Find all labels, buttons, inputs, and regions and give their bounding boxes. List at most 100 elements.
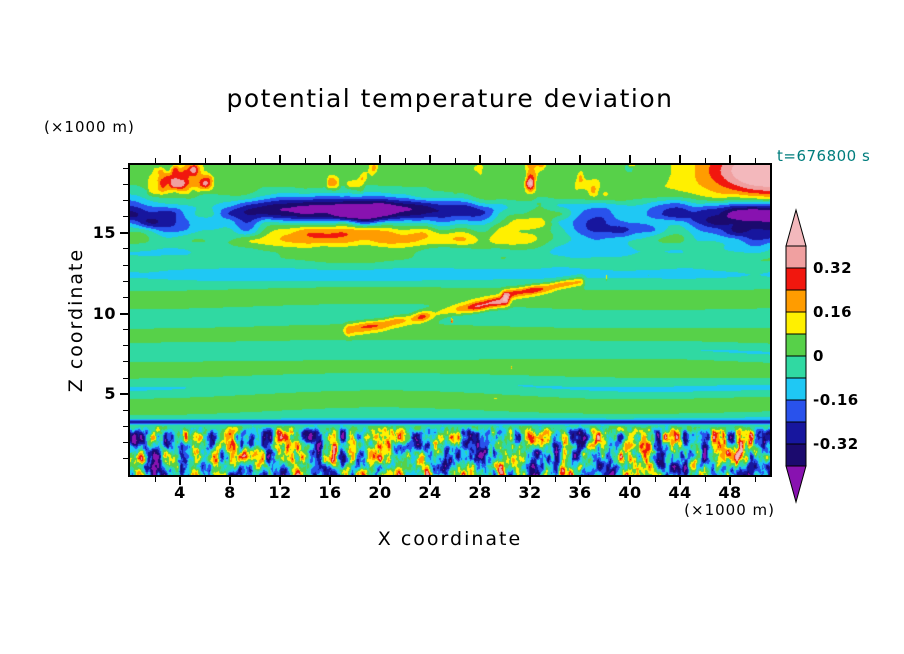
x-major-tick <box>529 477 531 485</box>
x-major-tick <box>179 477 181 485</box>
x-major-tick <box>629 477 631 485</box>
x-minor-tick <box>404 158 406 163</box>
x-minor-tick <box>554 158 556 163</box>
colorbar-tick-label: 0.16 <box>813 303 853 321</box>
z-minor-tick <box>123 296 128 298</box>
x-minor-tick <box>454 477 456 482</box>
x-minor-tick <box>254 158 256 163</box>
x-major-tick <box>229 155 231 163</box>
x-major-tick <box>629 155 631 163</box>
colorbar-tick-label: -0.32 <box>813 435 859 453</box>
x-minor-tick <box>554 477 556 482</box>
x-major-tick <box>279 477 281 485</box>
x-major-tick <box>429 477 431 485</box>
colorbar-tick-label: 0 <box>813 347 824 365</box>
x-major-tick <box>679 477 681 485</box>
colorbar-patch <box>785 399 807 423</box>
x-axis-unit-label: (×1000 m) <box>684 501 775 519</box>
z-minor-tick <box>123 264 128 266</box>
x-major-tick <box>729 477 731 485</box>
x-minor-tick <box>754 477 756 482</box>
plot-frame <box>128 163 772 477</box>
x-major-tick <box>179 155 181 163</box>
x-minor-tick <box>654 158 656 163</box>
z-tick-label: 15 <box>92 222 116 242</box>
colorbar-patch <box>785 311 807 335</box>
x-tick-label: 12 <box>268 483 292 502</box>
x-major-tick <box>729 155 731 163</box>
z-minor-tick <box>123 248 128 250</box>
page-title: potential temperature deviation <box>226 84 674 113</box>
x-tick-label: 20 <box>368 483 392 502</box>
z-minor-tick <box>123 442 128 444</box>
x-major-tick <box>579 477 581 485</box>
x-minor-tick <box>154 158 156 163</box>
x-minor-tick <box>504 477 506 482</box>
x-tick-label: 44 <box>668 483 692 502</box>
x-minor-tick <box>304 158 306 163</box>
colorbar-patch <box>785 421 807 445</box>
x-minor-tick <box>704 158 706 163</box>
colorbar-patch <box>785 333 807 357</box>
z-tick-label: 5 <box>104 384 116 404</box>
x-major-tick <box>329 155 331 163</box>
x-minor-tick <box>754 158 756 163</box>
z-minor-tick <box>123 329 128 331</box>
z-minor-tick <box>123 361 128 363</box>
x-minor-tick <box>654 477 656 482</box>
x-tick-label: 16 <box>318 483 342 502</box>
colorbar-patch <box>785 355 807 379</box>
z-minor-tick <box>123 280 128 282</box>
x-axis-label: X coordinate <box>377 528 523 550</box>
z-axis-unit-label: (×1000 m) <box>44 118 135 136</box>
x-minor-tick <box>354 158 356 163</box>
x-minor-tick <box>454 158 456 163</box>
x-tick-label: 4 <box>174 483 186 502</box>
x-major-tick <box>229 477 231 485</box>
colorbar-tick-label: 0.32 <box>813 259 853 277</box>
z-minor-tick <box>123 409 128 411</box>
x-major-tick <box>279 155 281 163</box>
x-minor-tick <box>504 158 506 163</box>
x-tick-label: 36 <box>568 483 592 502</box>
x-tick-label: 48 <box>718 483 742 502</box>
x-minor-tick <box>604 158 606 163</box>
x-minor-tick <box>604 477 606 482</box>
z-minor-tick <box>123 377 128 379</box>
z-minor-tick <box>123 458 128 460</box>
z-minor-tick <box>123 167 128 169</box>
x-major-tick <box>529 155 531 163</box>
colorbar <box>785 208 807 504</box>
x-tick-label: 40 <box>618 483 642 502</box>
x-tick-label: 8 <box>224 483 236 502</box>
z-minor-tick <box>123 200 128 202</box>
x-major-tick <box>379 155 381 163</box>
z-major-tick <box>120 312 128 315</box>
x-major-tick <box>479 477 481 485</box>
z-major-tick <box>120 393 128 396</box>
colorbar-patch <box>785 377 807 401</box>
x-minor-tick <box>354 477 356 482</box>
z-major-tick <box>120 231 128 234</box>
x-minor-tick <box>254 477 256 482</box>
x-minor-tick <box>204 158 206 163</box>
x-major-tick <box>429 155 431 163</box>
x-minor-tick <box>154 477 156 482</box>
x-minor-tick <box>304 477 306 482</box>
x-major-tick <box>379 477 381 485</box>
colorbar-patch <box>785 443 807 467</box>
z-minor-tick <box>123 426 128 428</box>
colorbar-patch <box>785 245 807 269</box>
x-minor-tick <box>204 477 206 482</box>
x-major-tick <box>579 155 581 163</box>
z-tick-label: 10 <box>92 303 116 323</box>
z-minor-tick <box>123 345 128 347</box>
x-minor-tick <box>404 477 406 482</box>
x-tick-label: 28 <box>468 483 492 502</box>
colorbar-patch <box>785 289 807 313</box>
x-minor-tick <box>704 477 706 482</box>
colorbar-arrow-up <box>785 208 807 247</box>
colorbar-arrow-down <box>785 465 807 504</box>
x-major-tick <box>679 155 681 163</box>
